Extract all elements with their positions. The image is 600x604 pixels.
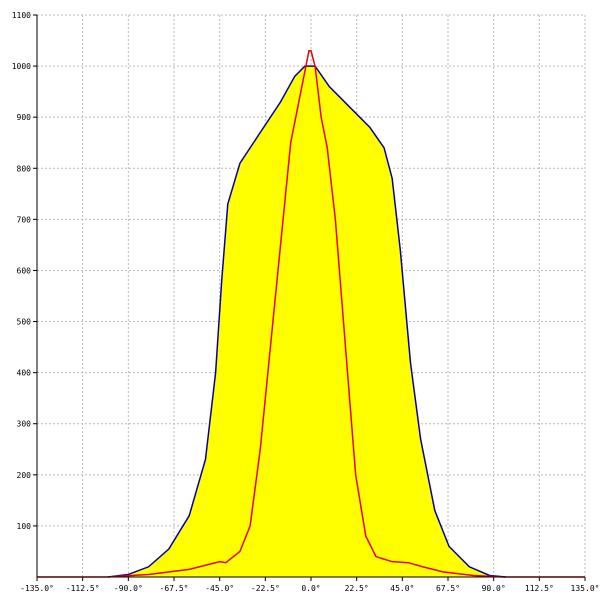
y-tick-label: 500 <box>17 318 32 327</box>
x-tick-label: 112.5° <box>525 584 554 593</box>
x-tick-label: -22.5° <box>251 584 280 593</box>
y-tick-label: 200 <box>17 471 32 480</box>
y-tick-label: 800 <box>17 164 32 173</box>
area <box>108 66 506 577</box>
y-tick-label: 1000 <box>12 62 31 71</box>
y-tick-label: 900 <box>17 113 32 122</box>
line <box>37 50 585 578</box>
y-tick-label: 400 <box>17 369 32 378</box>
x-tick-label: 22.5° <box>345 584 369 593</box>
x-tick-label: -135.0° <box>20 584 54 593</box>
area-outline <box>107 65 506 578</box>
x-tick-label: 90.0° <box>482 584 506 593</box>
y-tick-label: 300 <box>17 420 32 429</box>
y-tick-label: 1100 <box>12 11 31 20</box>
x-tick-label: 67.5° <box>436 584 460 593</box>
y-tick-label: 100 <box>17 522 32 531</box>
x-tick-label: -67.5° <box>160 584 189 593</box>
x-tick-label: -112.5° <box>66 584 100 593</box>
x-tick-label: 45.0° <box>390 584 414 593</box>
y-tick-label: 700 <box>17 215 32 224</box>
x-tick-label: -90.0° <box>114 584 143 593</box>
x-tick-label: 135.0° <box>571 584 600 593</box>
y-tick-label: 600 <box>17 266 32 275</box>
x-tick-label: -45.0° <box>205 584 234 593</box>
x-tick-label: 0.0° <box>301 584 320 593</box>
